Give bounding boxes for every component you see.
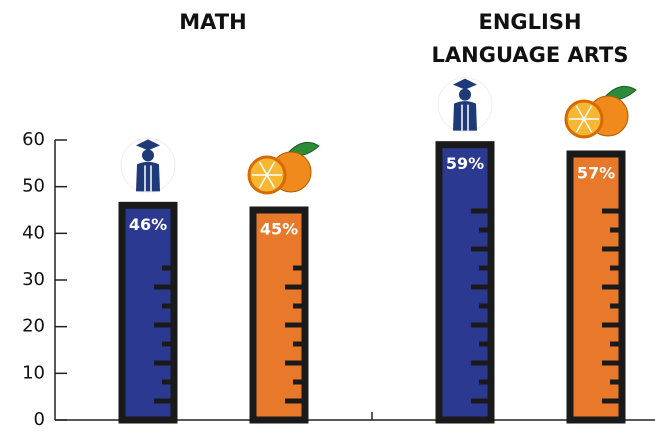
orange-icon [249,142,319,193]
value-label: 45% [260,220,298,239]
value-label: 46% [129,215,167,234]
orange-icon [566,86,636,137]
graduate-icon [438,78,492,132]
bar [439,145,491,420]
y-tick-label: 50 [22,176,45,197]
icon-body [136,162,160,192]
y-tick-label: 20 [22,316,45,337]
icon-head [459,89,471,101]
y-tick-label: 0 [34,409,45,430]
category-label: MATH [108,6,318,39]
y-tick-label: 40 [22,222,45,243]
category-label: ENGLISH LANGUAGE ARTS [425,6,635,72]
graduate-icon [121,138,175,192]
y-tick-label: 10 [22,362,45,383]
icon-head [142,149,154,161]
chart: 0 10 20 30 40 50 60 46% 59% 45% 57% MATH ENGLISH LA… [0,0,655,432]
y-tick-label: 30 [22,269,45,290]
icon-body [453,101,477,131]
y-tick-label: 60 [22,129,45,150]
bar [253,210,305,420]
value-label: 57% [577,164,615,183]
bar [122,205,174,420]
value-label: 59% [446,154,484,173]
